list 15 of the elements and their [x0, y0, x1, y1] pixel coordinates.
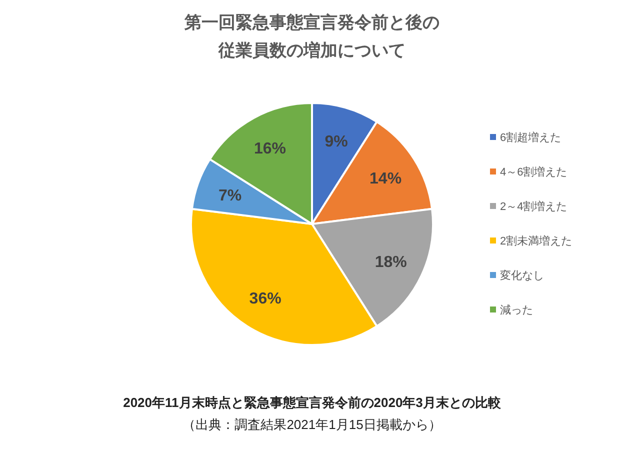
legend-label: 2割未満増えた: [500, 234, 572, 248]
data-label: 16%: [254, 140, 286, 158]
data-label: 9%: [324, 133, 348, 150]
data-label: 18%: [374, 254, 407, 272]
legend-label: 減った: [500, 304, 533, 316]
data-label: 7%: [218, 187, 242, 204]
chart-title: 第一回緊急事態宣言発令前と後の従業員数の増加について: [184, 13, 440, 60]
legend-label: 2～4割増えた: [500, 200, 568, 213]
data-label: 14%: [370, 170, 402, 188]
data-label: 36%: [249, 290, 282, 308]
text: 2020年11月末時点と緊急事態宣言発令前の2020年3月末との比較: [123, 395, 502, 410]
text: （出典：調査結果2021年1月15日掲載から）: [182, 417, 442, 432]
legend-label: 6割超増えた: [500, 131, 562, 144]
legend-label: 変化なし: [500, 269, 544, 282]
legend-label: 4～6割増えた: [500, 166, 568, 178]
